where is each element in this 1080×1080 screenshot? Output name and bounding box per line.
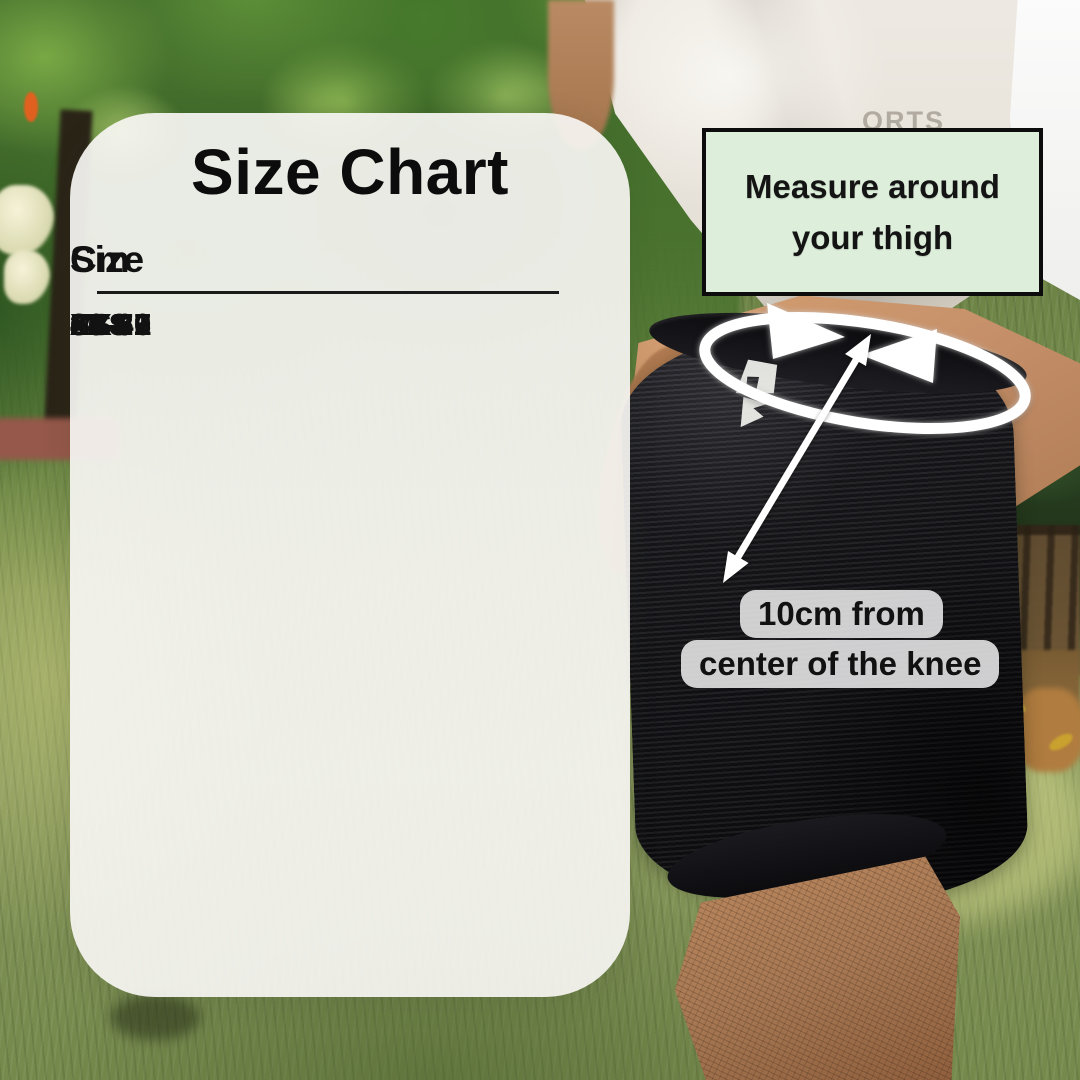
cm-cell: 60-66 (70, 306, 152, 342)
white-flower-bud (4, 250, 50, 304)
cm-cell: 53-59 (70, 306, 152, 342)
table-row: L 53-59 (70, 287, 630, 362)
thigh-measure-callout: Measure around your thigh (702, 128, 1043, 296)
size-chart-title: Size Chart (191, 136, 509, 208)
table-row: XXL 67-71 (70, 287, 630, 362)
table-row: 4XS 25-27 (70, 287, 630, 362)
table-row: M 47-52 (70, 287, 630, 362)
size-cell: L (70, 306, 90, 342)
column-header-cm: Cm (70, 239, 130, 280)
cm-cell: 42-46 (70, 306, 152, 342)
table-row: XS 38-41 (70, 287, 630, 362)
orange-flower (24, 92, 38, 122)
size-chart-header-row: Size Cm (70, 230, 630, 290)
column-header-size: Size (70, 239, 145, 280)
size-cell: S (70, 306, 92, 342)
cm-cell: 38-41 (70, 306, 152, 342)
size-cell: 2XS (70, 306, 131, 342)
distance-arrow-icon (723, 334, 871, 583)
cm-cell: 47-52 (70, 306, 152, 342)
thigh-callout-text: Measure around your thigh (745, 167, 1000, 256)
size-cell: 3XS (70, 306, 131, 342)
size-chart-panel: Size Chart Size Cm 4XS 25-27 3XS 28-32 2… (70, 113, 630, 997)
size-cell: XL (70, 306, 111, 342)
table-row: XL 60-66 (70, 287, 630, 362)
table-row: S 42-46 (70, 287, 630, 362)
size-cell: M (70, 306, 97, 342)
knee-distance-label-line1: 10cm from (740, 590, 943, 638)
knee-distance-label-line2: center of the knee (681, 640, 1000, 688)
dark-grass-patch (110, 995, 200, 1040)
size-cell: XS (70, 306, 113, 342)
header-divider (97, 291, 559, 294)
table-row: 2XS 33-37 (70, 287, 630, 362)
thigh-loop-arrow-icon (699, 303, 1031, 435)
cm-cell: 28-32 (70, 306, 152, 342)
size-cell: 4XS (70, 306, 131, 342)
cm-cell: 67-71 (70, 306, 152, 342)
cm-cell: 25-27 (70, 306, 152, 342)
cm-cell: 33-37 (70, 306, 152, 342)
table-row: 3XS 28-32 (70, 287, 630, 362)
size-cell: XXL (70, 306, 132, 342)
white-flower (0, 185, 54, 255)
